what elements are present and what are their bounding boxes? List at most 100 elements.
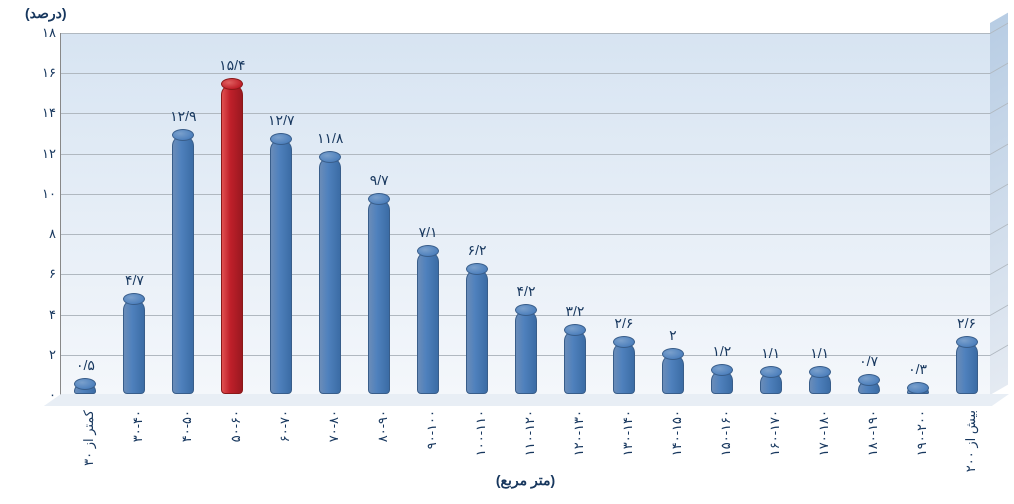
bar: ۹/۷۸۰-۹۰ (368, 199, 390, 394)
value-label: ۱۲/۹ (170, 108, 196, 125)
x-tick-label: ۱۶۰-۱۷۰ (767, 410, 783, 456)
bar-body (319, 157, 341, 394)
bar-body (564, 330, 586, 394)
bar: ۴/۲۱۱۰-۱۲۰ (515, 310, 537, 394)
bar-body (123, 299, 145, 394)
bar: ۴/۷۳۰-۴۰ (123, 299, 145, 394)
x-tick-label: ۱۲۰-۱۳۰ (571, 410, 587, 456)
bar-top (907, 382, 929, 394)
plot-3d-floor (44, 394, 1009, 406)
y-tick-label: ۰ (31, 387, 56, 403)
x-tick-label: ۶۰-۷۰ (277, 410, 293, 442)
bar-top (613, 336, 635, 348)
y-tick-label: ۱۲ (31, 146, 56, 162)
x-tick-label: ۱۷۰-۱۸۰ (816, 410, 832, 456)
y-tick-label: ۸ (31, 226, 56, 242)
bar: ۲/۶۱۳۰-۱۴۰ (613, 342, 635, 394)
value-label: ۳/۲ (565, 303, 584, 320)
bar: ۰/۳۱۹۰-۲۰۰ (907, 388, 929, 394)
bar-body (417, 251, 439, 394)
bar: ۰/۵کمتر از ۳۰ (74, 384, 96, 394)
bar-top (270, 133, 292, 145)
bar: ۱/۱۱۶۰-۱۷۰ (760, 372, 782, 394)
bar: ۱۵/۴۵۰-۶۰ (221, 84, 243, 394)
value-label: ۱/۲ (712, 343, 731, 360)
y-tick-label: ۴ (31, 307, 56, 323)
bar-body (956, 342, 978, 394)
chart-container: (درصد) ۰۲۴۶۸۱۰۱۲۱۴۱۶۱۸ ۰/۵کمتر از ۳۰۴/۷۳… (25, 5, 1010, 500)
x-tick-label: ۱۱۰-۱۲۰ (522, 410, 538, 456)
x-tick-label: ۱۵۰-۱۶۰ (718, 410, 734, 456)
bar: ۰/۷۱۸۰-۱۹۰ (858, 380, 880, 394)
bar: ۱۲/۷۶۰-۷۰ (270, 139, 292, 394)
y-tick-label: ۶ (31, 266, 56, 282)
bar-top (319, 151, 341, 163)
bar: ۲۱۴۰-۱۵۰ (662, 354, 684, 394)
bar-top (515, 304, 537, 316)
x-tick-label: ۳۰-۴۰ (130, 410, 146, 442)
bar-top (858, 374, 880, 386)
bar-body (613, 342, 635, 394)
x-tick-label: ۹۰-۱۰۰ (424, 410, 440, 449)
bars-layer: ۰/۵کمتر از ۳۰ ۴/۷۳۰-۴۰ ۱۲/۹۴۰-۵۰ ۱۵/۴۵۰-۶۰ ۱… (61, 33, 990, 394)
x-tick-label: ۱۸۰-۱۹۰ (865, 410, 881, 456)
bar: ۶/۲۱۰۰-۱۱۰ (466, 269, 488, 394)
x-axis-title: (متر مربع) (496, 472, 555, 489)
x-tick-label: ۱۰۰-۱۱۰ (473, 410, 489, 456)
value-label: ۱/۱ (761, 345, 780, 362)
value-label: ۲/۶ (957, 315, 976, 332)
y-tick-label: ۱۸ (31, 25, 56, 41)
value-label: ۰/۳ (908, 361, 927, 378)
value-label: ۱۱/۸ (317, 130, 343, 147)
value-label: ۷/۱ (419, 224, 438, 241)
plot-area: ۰۲۴۶۸۱۰۱۲۱۴۱۶۱۸ ۰/۵کمتر از ۳۰۴/۷۳۰-۴۰۱۲/… (60, 33, 990, 395)
bar-body (662, 354, 684, 394)
bar-top (662, 348, 684, 360)
x-tick-label: ۱۹۰-۲۰۰ (914, 410, 930, 456)
x-tick-label: ۴۰-۵۰ (179, 410, 195, 442)
bar-body (368, 199, 390, 394)
value-label: ۲ (669, 327, 677, 344)
bar-body (270, 139, 292, 394)
x-tick-label: ۱۳۰-۱۴۰ (620, 410, 636, 456)
value-label: ۴/۷ (125, 272, 144, 289)
x-tick-label: ۸۰-۹۰ (375, 410, 391, 442)
x-tick-label: کمتر از ۳۰ (81, 410, 97, 466)
x-tick-label: ۵۰-۶۰ (228, 410, 244, 442)
value-label: ۶/۲ (468, 242, 487, 259)
x-tick-label: ۱۴۰-۱۵۰ (669, 410, 685, 456)
bar-top (564, 324, 586, 336)
value-label: ۱/۱ (810, 345, 829, 362)
x-tick-label: ۷۰-۸۰ (326, 410, 342, 442)
bar-body (515, 310, 537, 394)
bar: ۳/۲۱۲۰-۱۳۰ (564, 330, 586, 394)
bar-top (956, 336, 978, 348)
bar: ۱۱/۸۷۰-۸۰ (319, 157, 341, 394)
bar: ۱۲/۹۴۰-۵۰ (172, 135, 194, 394)
bar-top (711, 364, 733, 376)
bar-top (809, 366, 831, 378)
value-label: ۹/۷ (370, 172, 389, 189)
bar: ۲/۶بیش از ۲۰۰ (956, 342, 978, 394)
y-tick-label: ۱۰ (31, 186, 56, 202)
bar: ۱/۱۱۷۰-۱۸۰ (809, 372, 831, 394)
y-tick-label: ۱۶ (31, 65, 56, 81)
bar-highlighted (221, 84, 243, 394)
bar-body (172, 135, 194, 394)
y-tick-label: ۱۴ (31, 105, 56, 121)
value-label: ۲/۶ (614, 315, 633, 332)
value-label: ۰/۵ (76, 357, 95, 374)
value-label: ۱۲/۷ (268, 112, 294, 129)
bar-top (760, 366, 782, 378)
y-tick-label: ۲ (31, 347, 56, 363)
value-label: ۱۵/۴ (219, 57, 245, 74)
y-axis-title: (درصد) (25, 5, 67, 22)
value-label: ۰/۷ (859, 353, 878, 370)
bar-top (172, 129, 194, 141)
bar: ۱/۲۱۵۰-۱۶۰ (711, 370, 733, 394)
bar-top (368, 193, 390, 205)
value-label: ۴/۲ (517, 283, 536, 300)
bar-body (466, 269, 488, 394)
x-tick-label: بیش از ۲۰۰ (963, 410, 979, 472)
bar: ۷/۱۹۰-۱۰۰ (417, 251, 439, 394)
